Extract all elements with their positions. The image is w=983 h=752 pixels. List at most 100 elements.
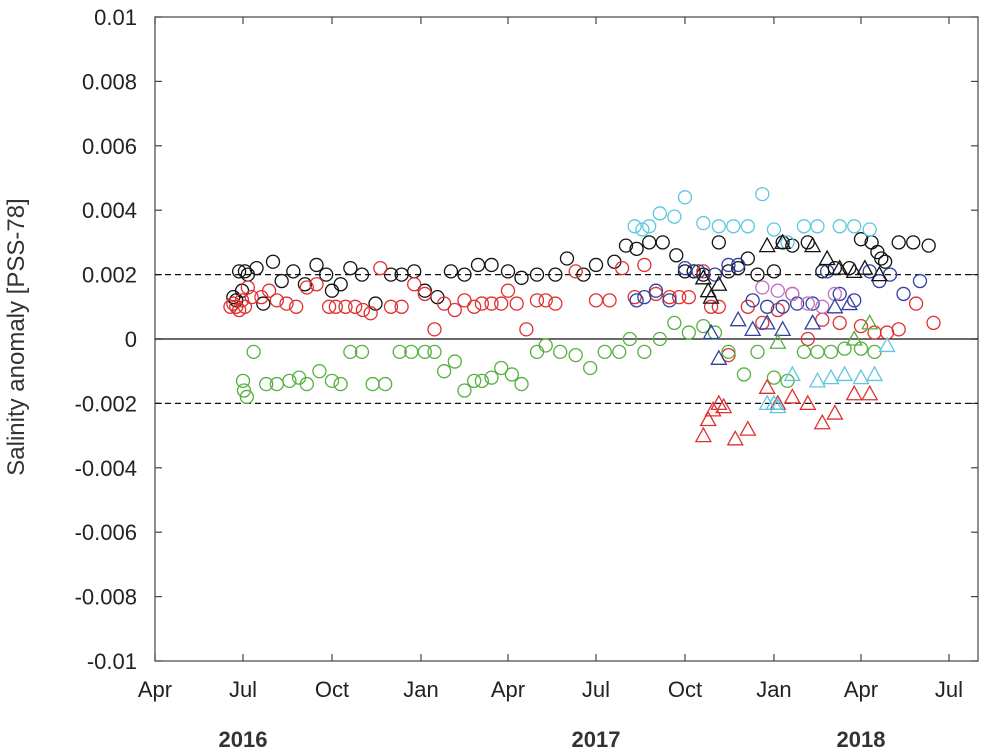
data-point-circle — [474, 373, 490, 389]
data-point-triangle — [878, 336, 896, 353]
data-point-circle — [721, 344, 736, 360]
data-point-circle — [474, 296, 490, 311]
data-point-triangle — [774, 233, 792, 250]
data-point-circle — [766, 370, 782, 385]
data-point-triangle — [783, 388, 801, 404]
data-point-triangle — [694, 426, 712, 443]
data-point-circle — [466, 299, 482, 314]
data-point-triangle — [744, 320, 762, 336]
data-point-triangle — [845, 262, 863, 279]
data-point-circle — [642, 235, 657, 250]
data-point-triangle — [710, 275, 728, 291]
x-tick-label: Jan — [403, 677, 438, 702]
data-point-circle — [484, 257, 499, 273]
data-point-circle — [338, 299, 353, 314]
x-tick-label: Jul — [229, 677, 257, 702]
data-point-circle — [457, 267, 472, 282]
data-point-triangle — [774, 320, 792, 336]
data-point-circle — [785, 286, 800, 302]
data-point-circle — [529, 267, 545, 282]
y-tick-label: 0.008 — [82, 69, 137, 94]
data-point-circle — [500, 264, 516, 279]
data-point-triangle — [694, 268, 712, 285]
data-point-triangle — [870, 265, 888, 282]
data-point-circle — [583, 360, 598, 376]
data-point-circle — [790, 296, 805, 311]
data-point-circle — [265, 254, 281, 269]
data-point-triangle — [702, 323, 720, 340]
data-point-circle — [642, 219, 657, 234]
data-point-circle — [796, 344, 812, 360]
data-point-circle — [637, 289, 652, 305]
data-point-circle — [696, 267, 711, 282]
data-point-circle — [686, 264, 701, 279]
data-point-circle — [815, 299, 830, 314]
data-point-circle — [614, 261, 630, 276]
data-point-circle — [274, 273, 289, 289]
data-point-circle — [805, 296, 820, 311]
x-tick-label: Jan — [756, 677, 791, 702]
data-point-circle — [392, 344, 407, 360]
data-point-circle — [853, 341, 869, 356]
data-point-circle — [286, 264, 301, 279]
y-tick-label: 0.004 — [82, 198, 137, 223]
data-point-triangle — [808, 372, 827, 388]
data-point-circle — [309, 277, 324, 292]
data-point-circle — [667, 209, 682, 224]
data-point-circle — [333, 277, 348, 292]
data-point-circle — [363, 306, 378, 321]
data-point-circle — [249, 261, 264, 276]
data-point-circle — [538, 293, 553, 308]
data-point-triangle — [726, 429, 744, 446]
data-point-circle — [514, 270, 529, 285]
data-point-circle — [652, 206, 667, 221]
data-point-circle — [648, 286, 664, 302]
data-point-circle — [378, 376, 393, 392]
data-point-triangle — [845, 384, 863, 401]
data-point-triangle — [852, 368, 870, 385]
data-point-circle — [443, 264, 459, 279]
data-point-circle — [862, 222, 877, 237]
data-point-circle — [568, 347, 583, 363]
y-tick-label: 0.002 — [82, 263, 137, 288]
data-point-circle — [223, 299, 238, 314]
data-point-circle — [677, 261, 693, 276]
data-point-circle — [383, 267, 399, 282]
data-point-triangle — [804, 314, 822, 330]
data-point-circle — [874, 251, 889, 266]
data-point-circle — [731, 261, 746, 276]
data-point-circle — [494, 296, 509, 311]
data-point-circle — [770, 283, 785, 298]
data-point-circle — [394, 299, 409, 314]
data-point-circle — [766, 264, 782, 279]
data-point-triangle — [739, 420, 757, 436]
data-point-circle — [588, 293, 604, 308]
y-tick-label: 0 — [125, 327, 137, 352]
data-point-circle — [672, 289, 687, 305]
data-point-circle — [299, 376, 314, 392]
data-point-circle — [553, 344, 568, 360]
y-tick-label: -0.004 — [75, 456, 137, 481]
data-point-triangle — [818, 249, 836, 266]
data-point-circle — [669, 248, 684, 263]
data-point-circle — [343, 344, 358, 360]
data-point-circle — [309, 257, 324, 273]
data-point-circle — [837, 341, 852, 356]
data-point-circle — [655, 235, 670, 250]
data-point-triangle — [710, 349, 728, 365]
data-point-circle — [297, 277, 313, 292]
data-point-circle — [740, 219, 755, 234]
data-point-circle — [775, 299, 790, 314]
data-point-circle — [618, 238, 634, 253]
data-point-triangle — [861, 384, 879, 401]
y-tick-label: -0.002 — [75, 391, 137, 416]
data-point-circle — [514, 376, 529, 392]
data-point-circle — [607, 254, 622, 269]
data-point-triangle — [729, 310, 747, 327]
data-point-circle — [602, 293, 617, 308]
data-point-circle — [721, 347, 736, 363]
data-point-circle — [457, 293, 472, 308]
data-point-circle — [652, 331, 667, 347]
data-point-circle — [908, 296, 924, 311]
data-point-circle — [847, 219, 862, 234]
